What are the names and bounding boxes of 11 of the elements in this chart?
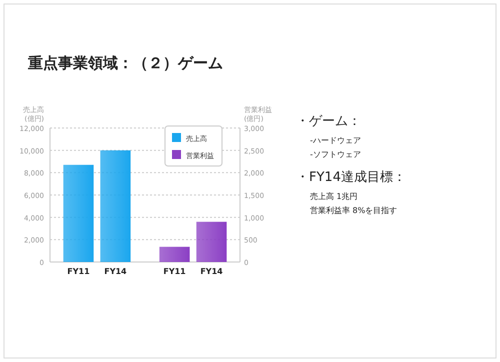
x-tick-label: FY11 xyxy=(67,267,90,276)
text: -ハードウェア xyxy=(310,136,361,145)
x-tick-label: FY11 xyxy=(163,267,186,276)
text: ・FY14達成目標： xyxy=(296,170,406,185)
text: 売上高 1兆円 xyxy=(310,192,358,201)
text: -ソフトウェア xyxy=(310,150,361,159)
x-tick-label: FY14 xyxy=(200,267,224,276)
text: 営業利益率 8%を目指す xyxy=(310,206,398,215)
x-tick-label: FY14 xyxy=(104,267,128,276)
chart-title: 重点事業領域：（２）ゲーム xyxy=(27,54,223,72)
text: ・ゲーム： xyxy=(296,114,361,129)
